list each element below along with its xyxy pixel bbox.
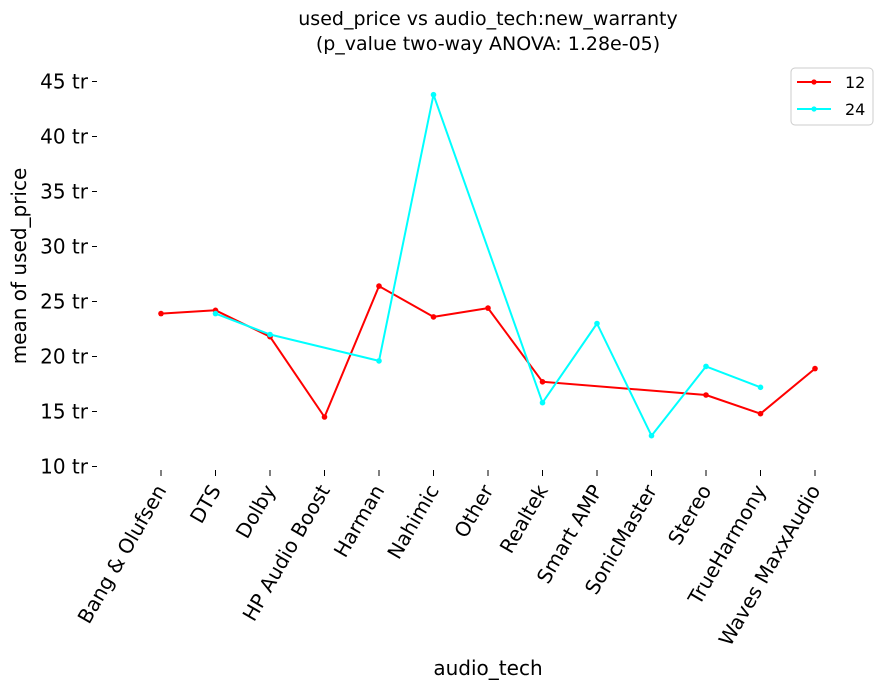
series-line-24 [215, 93, 761, 437]
chart-title: used_price vs audio_tech:new_warranty [298, 8, 678, 30]
legend-marker-12 [811, 79, 817, 85]
data-point-12 [485, 305, 491, 311]
y-tick-label: 10 tr [40, 455, 89, 479]
data-point-12 [376, 283, 382, 289]
legend: 12 24 [790, 67, 874, 126]
data-point-24 [594, 320, 600, 327]
x-tick-label: DTS [185, 481, 226, 528]
x-tick-label: Realtek [495, 480, 553, 557]
data-point-12 [430, 314, 437, 320]
data-point-24 [430, 91, 437, 98]
data-point-24 [212, 310, 219, 317]
x-tick-label: Waves MaxxAudio [714, 481, 826, 650]
x-tick-label: Nahimic [382, 481, 444, 564]
data-point-24 [539, 399, 546, 406]
y-tick-label: 40 tr [40, 125, 89, 149]
legend-label-24: 24 [845, 100, 865, 119]
data-point-12 [539, 379, 546, 385]
chart-subtitle: (p_value two-way ANOVA: 1.28e-05) [316, 33, 660, 55]
legend-label-12: 12 [845, 73, 865, 92]
y-axis-label: mean of used_price [7, 168, 31, 365]
x-tick-label: Dolby [231, 480, 281, 542]
y-tick-label: 45 tr [40, 70, 89, 94]
data-point-24 [757, 384, 764, 391]
x-tick-label: Other [449, 480, 499, 542]
legend-marker-24 [811, 106, 817, 112]
y-tick-label: 25 tr [40, 290, 89, 314]
y-tick-label: 15 tr [40, 400, 89, 424]
data-point-24 [648, 432, 655, 439]
data-point-12 [757, 410, 764, 417]
data-point-24 [703, 363, 709, 370]
data-point-24 [267, 331, 273, 338]
y-tick-label: 30 tr [40, 235, 89, 259]
y-tick-label: 20 tr [40, 345, 89, 369]
x-axis-label: audio_tech [433, 656, 542, 680]
data-point-12 [158, 310, 164, 317]
plot-area [158, 91, 818, 439]
x-tick-label: Bang & Olufsen [73, 481, 172, 628]
y-axis: 10 tr 15 tr 20 tr 25 tr 30 tr 35 tr 40 tr 45 tr [40, 70, 97, 479]
x-tick-label: Harman [329, 481, 390, 562]
y-tick-label: 35 tr [40, 180, 89, 204]
data-point-12 [703, 392, 709, 398]
data-point-24 [376, 358, 382, 364]
data-point-12 [812, 365, 818, 372]
x-tick-label: Stereo [663, 481, 716, 549]
data-point-12 [321, 414, 328, 420]
